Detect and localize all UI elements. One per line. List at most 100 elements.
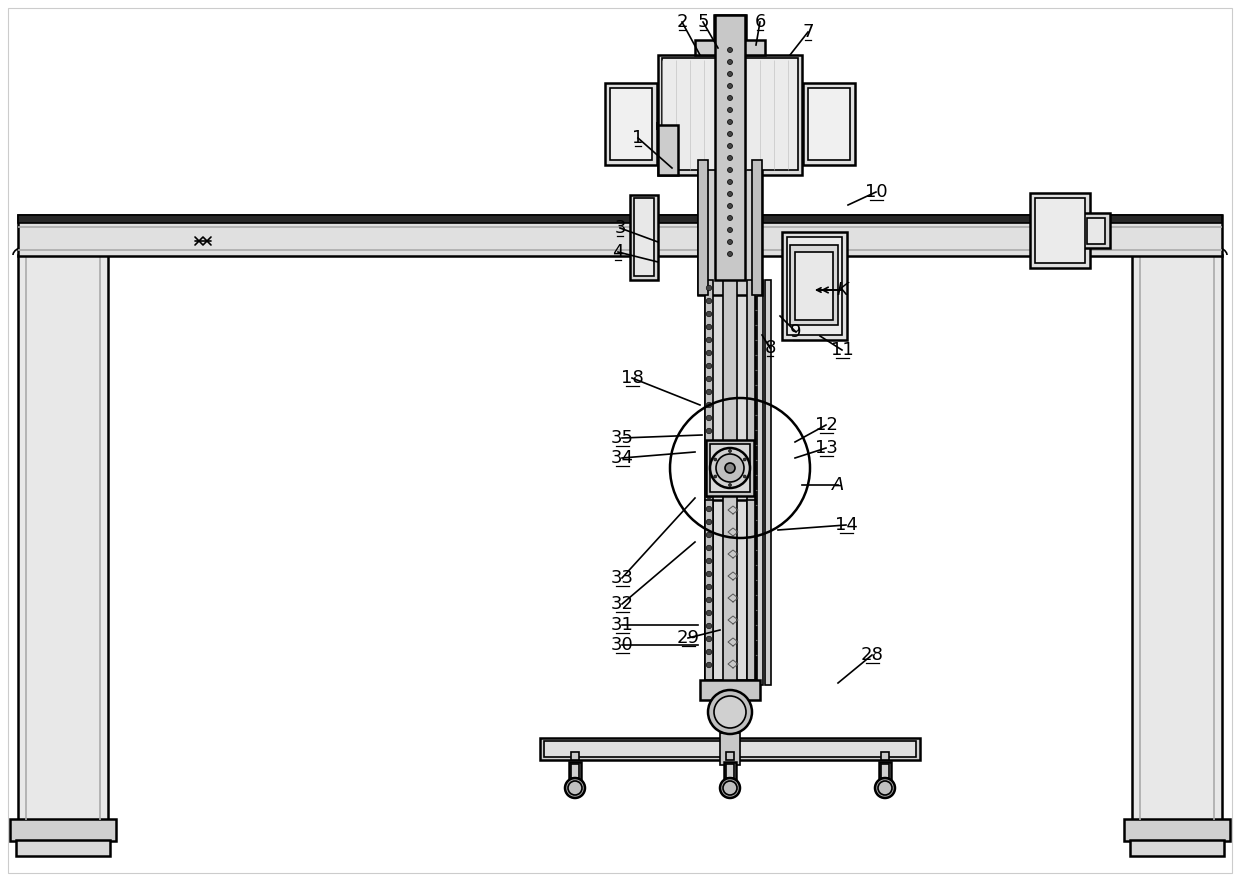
Circle shape [707, 298, 712, 304]
Circle shape [878, 781, 892, 795]
Circle shape [743, 458, 746, 461]
Circle shape [707, 428, 712, 433]
Bar [1030, 193, 1090, 268]
Circle shape [728, 131, 733, 137]
Bar [808, 88, 849, 160]
Bar [706, 280, 713, 685]
Bar [1083, 213, 1110, 248]
Text: 12: 12 [815, 416, 837, 434]
Bar [570, 752, 579, 760]
Circle shape [707, 480, 712, 485]
Bar [1130, 840, 1224, 856]
Circle shape [707, 455, 712, 460]
Circle shape [707, 285, 712, 291]
Bar [725, 752, 734, 760]
Text: 14: 14 [835, 516, 857, 534]
Text: 34: 34 [610, 449, 634, 467]
Bar [720, 22, 740, 34]
Bar [630, 195, 658, 280]
Circle shape [707, 559, 712, 564]
Bar [706, 280, 755, 685]
Bar [720, 733, 740, 765]
Bar [1132, 255, 1221, 820]
Circle shape [707, 493, 712, 499]
Bar [804, 83, 856, 165]
Circle shape [707, 636, 712, 641]
Circle shape [707, 584, 712, 589]
Circle shape [707, 311, 712, 317]
Bar [539, 738, 920, 760]
Circle shape [729, 449, 732, 453]
Bar [746, 280, 755, 685]
Bar [790, 245, 838, 325]
Bar [782, 232, 847, 340]
Text: 35: 35 [610, 429, 634, 447]
Bar [19, 215, 1221, 223]
Circle shape [715, 454, 744, 482]
Circle shape [728, 84, 733, 88]
Circle shape [707, 351, 712, 356]
Circle shape [714, 696, 746, 728]
Circle shape [707, 649, 712, 655]
Circle shape [728, 156, 733, 160]
Circle shape [728, 227, 733, 233]
Circle shape [707, 623, 712, 629]
Text: 5: 5 [697, 13, 709, 31]
Circle shape [707, 389, 712, 395]
Circle shape [720, 778, 740, 798]
Bar [658, 125, 678, 175]
Circle shape [728, 71, 733, 77]
Circle shape [707, 415, 712, 421]
Bar [544, 741, 916, 757]
Circle shape [725, 463, 735, 473]
Text: K: K [836, 281, 848, 299]
Bar [610, 88, 652, 160]
Text: 9: 9 [790, 323, 802, 341]
Text: 18: 18 [621, 369, 644, 387]
Bar [880, 764, 889, 778]
Circle shape [728, 48, 733, 53]
Circle shape [707, 597, 712, 603]
Bar [19, 215, 1221, 256]
Circle shape [707, 363, 712, 369]
Text: 13: 13 [815, 439, 837, 457]
Circle shape [728, 216, 733, 220]
Bar [714, 15, 746, 40]
Circle shape [707, 519, 712, 525]
Bar [701, 680, 760, 700]
Bar [879, 762, 892, 780]
Circle shape [707, 663, 712, 668]
Circle shape [728, 251, 733, 256]
Circle shape [707, 337, 712, 343]
Circle shape [707, 376, 712, 381]
Bar [698, 160, 708, 295]
Bar [1128, 820, 1226, 835]
Text: 31: 31 [610, 616, 634, 634]
Circle shape [728, 144, 733, 149]
Bar [16, 840, 110, 856]
Bar [662, 58, 799, 170]
Circle shape [711, 448, 750, 488]
Bar [19, 255, 108, 820]
Circle shape [707, 611, 712, 616]
Bar [765, 280, 771, 685]
Circle shape [723, 781, 737, 795]
Bar [658, 55, 802, 175]
Text: 8: 8 [764, 339, 776, 357]
Circle shape [707, 571, 712, 577]
Circle shape [743, 475, 746, 478]
Bar [880, 752, 889, 760]
Bar [1087, 218, 1105, 244]
Text: 6: 6 [754, 13, 765, 31]
Circle shape [708, 690, 751, 734]
Bar [723, 280, 737, 685]
Circle shape [714, 458, 717, 461]
Bar [756, 280, 763, 685]
Circle shape [707, 403, 712, 408]
Circle shape [875, 778, 895, 798]
Bar [706, 440, 754, 496]
Circle shape [728, 120, 733, 124]
Bar [725, 764, 734, 778]
Circle shape [728, 204, 733, 209]
Bar [14, 820, 112, 835]
